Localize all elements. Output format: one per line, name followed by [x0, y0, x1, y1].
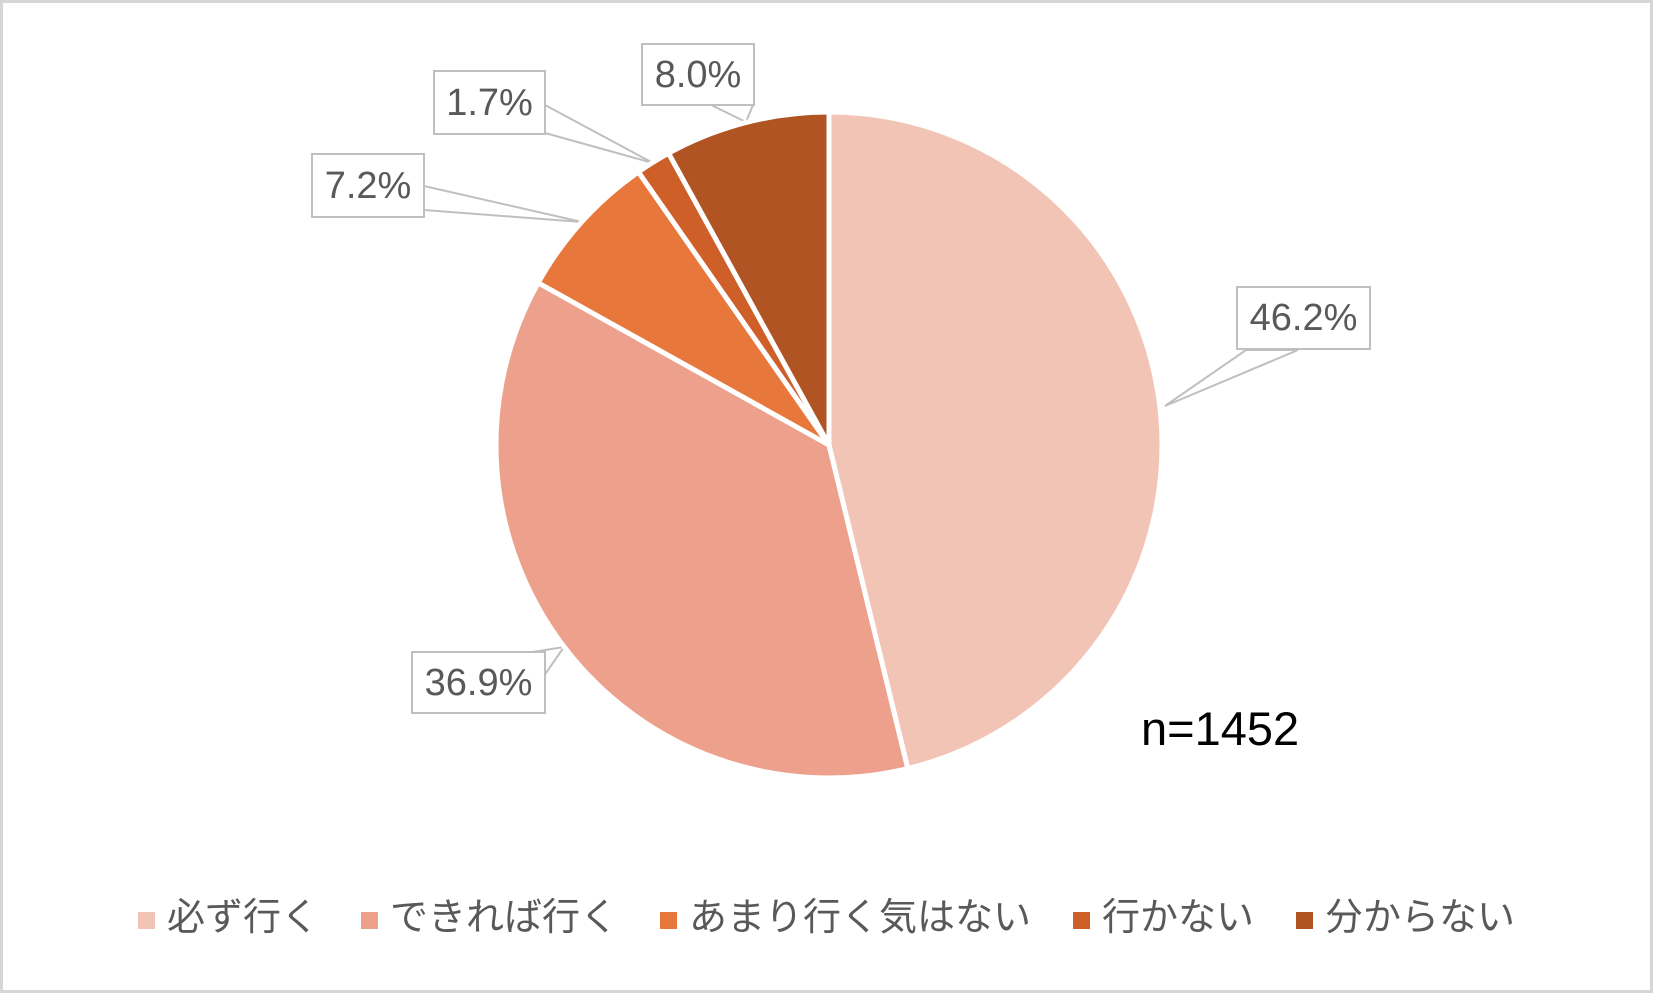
- legend-swatch-icon: [659, 912, 677, 930]
- legend-item: あまり行く気はない: [659, 896, 1031, 942]
- pie-slice-3: [534, 168, 832, 448]
- pie-slice-1: [826, 109, 1165, 772]
- legend-label: 行かない: [1102, 897, 1255, 939]
- data-label-callout: 36.9%: [411, 651, 546, 714]
- callout-leader-lines: [423, 103, 1299, 675]
- legend-item: できれば行く: [360, 896, 618, 942]
- leader-line-5: [710, 104, 755, 124]
- legend-label: できれば行く: [389, 897, 618, 939]
- legend-swatch-icon: [360, 912, 378, 930]
- legend-item: 必ず行く: [137, 896, 319, 942]
- leader-line-4: [544, 103, 654, 164]
- legend-label: 分からない: [1325, 897, 1516, 939]
- pie-slices: [493, 109, 1165, 781]
- data-label-callout: 46.2%: [1236, 286, 1371, 350]
- legend-item: 分からない: [1296, 896, 1515, 942]
- leader-line-3: [423, 184, 583, 223]
- sample-size-label: n=1452: [1141, 702, 1300, 755]
- pie-slice-5: [665, 109, 832, 447]
- legend-swatch-icon: [1073, 912, 1090, 930]
- data-label-callout: 1.7%: [433, 70, 546, 135]
- legend-label: あまり行く気はない: [688, 897, 1031, 939]
- legend-swatch-icon: [137, 912, 155, 930]
- legend-swatch-icon: [1296, 912, 1314, 930]
- pie-chart-canvas: [423, 103, 1299, 781]
- legend-label: 必ず行く: [166, 897, 319, 939]
- chart-legend: 必ず行く できれば行く あまり行く気はない 行かない 分からない: [3, 896, 1650, 942]
- leader-line-1: [1164, 349, 1299, 407]
- legend-item: 行かない: [1073, 896, 1254, 942]
- data-label-callout: 8.0%: [641, 43, 755, 106]
- data-label-callout: 7.2%: [311, 153, 425, 218]
- pie-slice-2: [493, 279, 911, 781]
